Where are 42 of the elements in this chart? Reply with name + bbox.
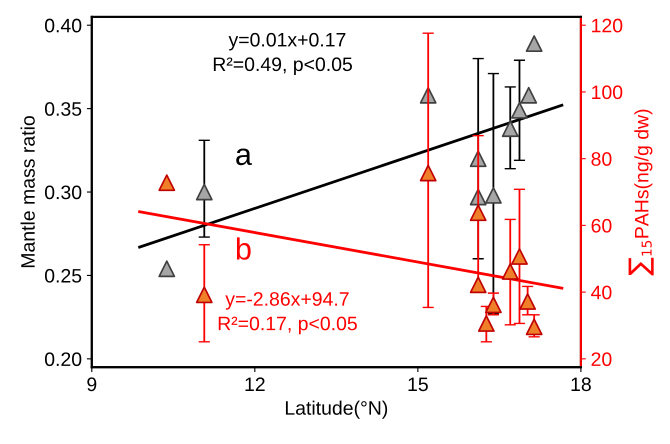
- point: [196, 286, 213, 304]
- y-tick-label: 0.40: [44, 18, 82, 32]
- point: [196, 184, 213, 200]
- point: [478, 315, 495, 332]
- point: [519, 293, 536, 310]
- point: [158, 174, 176, 192]
- annotation: b: [236, 237, 251, 260]
- y2-tick-label: 60: [592, 218, 612, 233]
- point: [511, 248, 528, 265]
- y2-tick-label: 120: [592, 18, 622, 32]
- y2-tick-label: 40: [591, 286, 612, 300]
- x-tick-label: 15: [408, 378, 428, 392]
- point: [526, 318, 543, 336]
- x-tick-label: 12: [245, 377, 265, 391]
- point: [158, 260, 176, 278]
- y2-tick-label: 80: [591, 152, 612, 166]
- y2-tick-label: 20: [592, 352, 612, 366]
- point: [470, 204, 487, 222]
- point: [520, 86, 538, 104]
- point: [484, 296, 502, 314]
- point: [420, 164, 437, 182]
- point: [511, 102, 528, 119]
- x-tick-label: 18: [572, 377, 591, 392]
- annotation: y=0.01x+0.17: [228, 32, 346, 50]
- point: [526, 35, 543, 52]
- point: [470, 276, 487, 294]
- x-axis-title: Latitude(°N): [286, 400, 388, 419]
- point: [502, 120, 519, 138]
- x-tick-label: 9: [87, 377, 96, 392]
- y-tick-label: 0.30: [44, 186, 82, 200]
- point: [484, 186, 502, 204]
- annotation: a: [236, 148, 252, 166]
- y2-axis-title: ∑$_{15}$PAHs(ng/g dw): [628, 110, 654, 276]
- annotation: R²=0.17, p<0.05: [218, 316, 357, 334]
- point: [502, 262, 519, 280]
- annotation: R²=0.49, p<0.05: [214, 57, 352, 75]
- y2-tick-label: 100: [592, 85, 622, 100]
- y-tick-label: 0.20: [44, 352, 82, 366]
- y-tick-label: 0.35: [44, 102, 82, 116]
- y-axis-title: Mantle mass ratio: [20, 116, 35, 268]
- y-tick-label: 0.25: [44, 268, 82, 283]
- annotation: y=-2.86x+94.7: [225, 292, 349, 310]
